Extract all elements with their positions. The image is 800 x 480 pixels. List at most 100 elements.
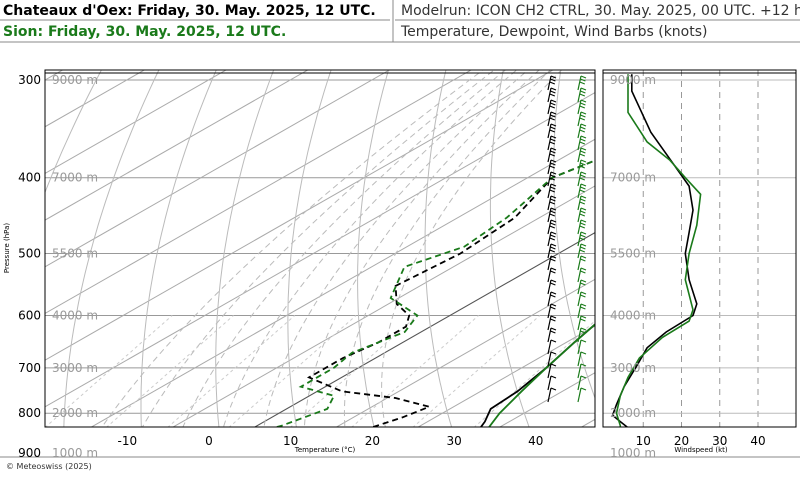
chart-description: Temperature, Dewpoint, Wind Barbs (knots… <box>401 24 708 40</box>
mixing-ratio-line <box>167 315 296 427</box>
wind-barb-icon <box>547 195 557 211</box>
wind-barb-icon <box>577 111 587 127</box>
altitude-label: 1000 m <box>52 446 98 460</box>
wind-barb-icon <box>577 279 587 295</box>
wind-barb-icon <box>577 291 587 307</box>
title-secondary: Sion: Friday, 30. May. 2025, 12 UTC. <box>3 24 287 40</box>
pressure-axis-label: Pressure (hPa) <box>3 223 11 273</box>
moist-adiabat-line <box>263 70 529 427</box>
mixing-ratio-line <box>106 315 234 427</box>
chateaux-doex-dewpoint-line <box>306 159 595 427</box>
moist-adiabat-line <box>343 70 552 427</box>
wind-barb-icon <box>547 183 557 199</box>
wind-altitude-label: 2000 m <box>610 406 656 420</box>
dry-adiabat-line <box>140 70 217 427</box>
wind-barb-icon <box>547 75 557 91</box>
wind-barb-icon <box>577 207 587 223</box>
wind-altitude-label: 7000 m <box>610 171 656 185</box>
dry-adiabat-line <box>357 70 390 427</box>
wind-barb-icon <box>577 99 587 115</box>
moist-adiabat-line <box>381 70 563 427</box>
sion-dewpoint-line <box>273 159 595 427</box>
wind-barb-icon <box>577 267 587 283</box>
mixing-ratio-line <box>45 315 173 427</box>
model-run-info: Modelrun: ICON CH2 CTRL, 30. May. 2025, … <box>401 3 800 19</box>
wind-barb-icon <box>547 243 557 259</box>
wind-barb-icon <box>547 387 557 403</box>
mixing-ratio-line <box>412 315 541 427</box>
wind-barb-icon <box>547 87 557 103</box>
dry-adiabat-line <box>790 57 800 476</box>
isotherm-line <box>172 185 595 427</box>
pressure-tick-label: 400 <box>18 171 41 185</box>
dry-adiabat-line <box>215 70 275 427</box>
isotherm-line <box>253 231 595 427</box>
isotherm-line <box>498 372 595 427</box>
wind-altitude-label: 4000 m <box>610 308 656 322</box>
wind-barb-icon <box>577 327 587 343</box>
sion-temperature-line <box>488 323 595 427</box>
wind-barb-icon <box>547 363 557 379</box>
isotherm-line <box>90 138 595 427</box>
temperature-tick-label: 10 <box>283 434 298 448</box>
windspeed-tick-label: 40 <box>750 434 765 448</box>
mixing-ratio-line <box>289 315 418 427</box>
dry-adiabat-line <box>424 70 453 427</box>
isotherm-line <box>45 91 595 408</box>
wind-barb-icon <box>577 387 587 403</box>
windspeed-tick-label: 20 <box>674 434 689 448</box>
dry-adiabat-line <box>733 57 800 476</box>
wind-barb-icon <box>577 123 587 139</box>
wind-barb-icon <box>577 375 587 391</box>
wind-barb-icon <box>577 219 587 235</box>
dry-adiabat-line <box>63 70 160 427</box>
altitude-label: 2000 m <box>52 406 98 420</box>
temperature-tick-label: 20 <box>365 434 380 448</box>
wind-barb-icon <box>577 183 587 199</box>
temperature-tick-label: 0 <box>205 434 213 448</box>
pressure-tick-label: 800 <box>18 406 41 420</box>
wind-barb-icon <box>577 303 587 319</box>
altitude-label: 9000 m <box>52 73 98 87</box>
wind-barb-icon <box>547 231 557 247</box>
wind-barb-icon <box>577 171 587 187</box>
wind-barb-icon <box>547 219 557 235</box>
temperature-tick-label: 40 <box>528 434 543 448</box>
wind-altitude-label: 3000 m <box>610 361 656 375</box>
wind-altitude-label: 9000 m <box>610 73 656 87</box>
wind-barb-icon <box>577 195 587 211</box>
altitude-label: 4000 m <box>52 308 98 322</box>
moist-adiabat-line <box>222 70 518 427</box>
moist-adiabat-line <box>101 70 484 427</box>
wind-altitude-label: 5500 m <box>610 247 656 261</box>
main-plot-frame <box>44 69 596 428</box>
pressure-tick-label: 300 <box>18 73 41 87</box>
pressure-tick-label: 500 <box>18 247 41 261</box>
altitude-label: 3000 m <box>52 361 98 375</box>
altitude-label: 5500 m <box>52 247 98 261</box>
wind-barb-icon <box>547 159 557 175</box>
altitude-label: 7000 m <box>52 171 98 185</box>
chateaux-doex-windspeed-line <box>611 74 698 427</box>
title-primary: Chateaux d'Oex: Friday, 30. May. 2025, 1… <box>3 3 376 19</box>
wind-barb-icon <box>547 111 557 127</box>
wind-barb-icon <box>547 315 557 331</box>
wind-barb-icon <box>577 243 587 259</box>
pressure-tick-label: 900 <box>18 446 41 460</box>
isotherm-line <box>335 278 595 427</box>
wind-barb-icon <box>547 147 557 163</box>
wind-barb-icon <box>577 135 587 151</box>
wind-barb-icon <box>577 75 587 91</box>
wind-barb-icon <box>547 99 557 115</box>
wind-barb-icon <box>577 159 587 175</box>
wind-plot-frame <box>602 69 797 428</box>
temperature-tick-label: 30 <box>446 434 461 448</box>
isotherm-line <box>45 70 309 221</box>
wind-barb-icon <box>577 363 587 379</box>
dry-adiabat-line <box>675 57 791 476</box>
wind-barb-icon <box>547 207 557 223</box>
wind-barb-icon <box>547 339 557 355</box>
wind-barb-icon <box>547 255 557 271</box>
dry-adiabat-line <box>489 70 530 427</box>
